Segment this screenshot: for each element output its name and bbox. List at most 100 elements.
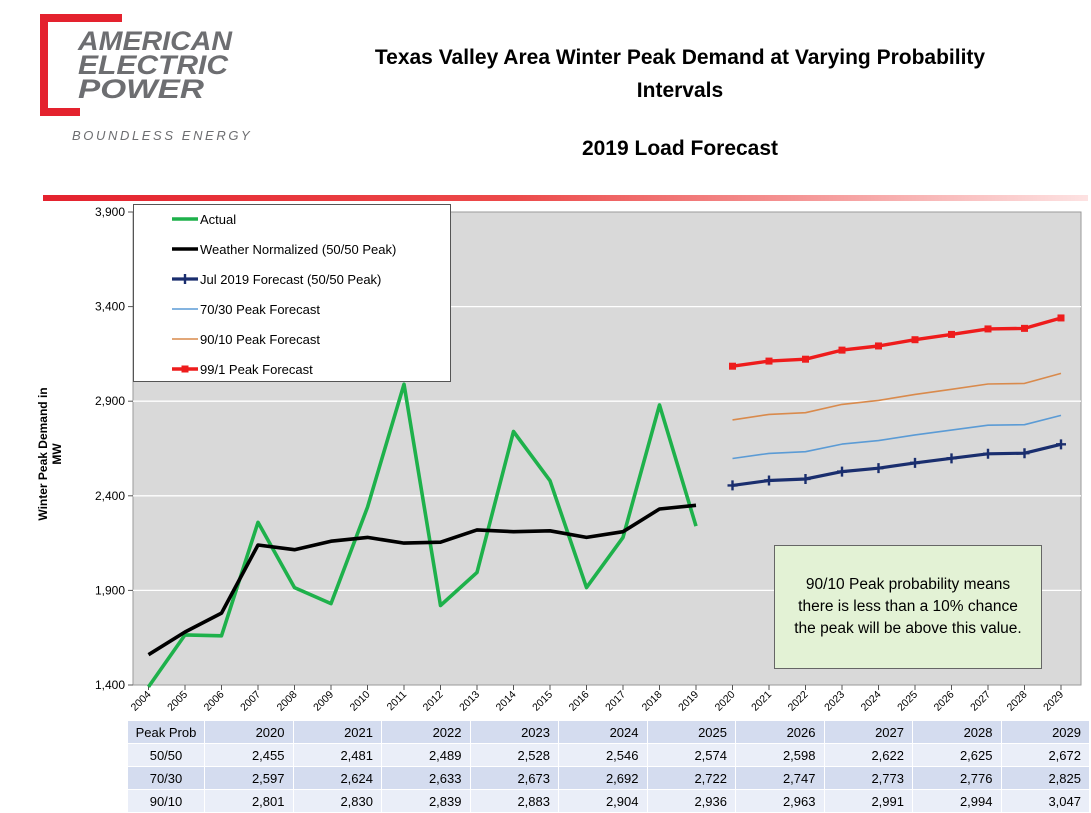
table-cell: 2020	[205, 721, 294, 744]
x-tick-label: 2020	[713, 689, 738, 714]
data-point	[985, 325, 992, 332]
table-cell: 2,904	[559, 790, 648, 813]
legend-swatch	[134, 239, 198, 259]
x-tick-label: 2007	[238, 689, 263, 714]
legend-swatch	[134, 299, 198, 319]
legend-label: Actual	[200, 212, 236, 227]
table-cell: 2,722	[647, 767, 736, 790]
x-tick-label: 2023	[822, 689, 847, 714]
legend-label: 70/30 Peak Forecast	[200, 302, 320, 317]
table-cell: 2021	[293, 721, 382, 744]
table-cell: 2023	[470, 721, 559, 744]
table-cell: 2,825	[1001, 767, 1090, 790]
data-point	[729, 363, 736, 370]
x-tick-label: 2006	[202, 689, 227, 714]
table-cell: 2,776	[913, 767, 1002, 790]
table-cell: 2,622	[824, 744, 913, 767]
table-cell: 2028	[913, 721, 1002, 744]
legend-swatch	[134, 209, 198, 229]
table-cell: 2,489	[382, 744, 471, 767]
table-cell: 2,936	[647, 790, 736, 813]
x-tick-label: 2008	[275, 689, 300, 714]
x-tick-label: 2028	[1005, 689, 1030, 714]
x-tick-label: 2018	[640, 689, 665, 714]
data-point	[1021, 325, 1028, 332]
data-point	[875, 342, 882, 349]
data-point	[1058, 314, 1065, 321]
table-cell: 2026	[736, 721, 825, 744]
legend-label: Weather Normalized (50/50 Peak)	[200, 242, 396, 257]
data-point	[912, 336, 919, 343]
legend-label: Jul 2019 Forecast (50/50 Peak)	[200, 272, 381, 287]
table-cell: 2,673	[470, 767, 559, 790]
chart-title-line-2: Intervals	[300, 75, 1060, 106]
data-point	[766, 358, 773, 365]
data-point	[839, 347, 846, 354]
legend-item: Actual	[134, 209, 236, 229]
data-point	[948, 331, 955, 338]
table-cell: 2,624	[293, 767, 382, 790]
table-cell: 2,994	[913, 790, 1002, 813]
table-cell: 3,047	[1001, 790, 1090, 813]
x-tick-label: 2021	[749, 689, 774, 714]
y-tick-label: 2,900	[95, 394, 125, 408]
table-row-label: 90/10	[128, 790, 205, 813]
x-tick-label: 2015	[530, 689, 555, 714]
table-cell: 2,830	[293, 790, 382, 813]
legend-swatch	[134, 269, 198, 289]
legend-swatch	[134, 359, 198, 379]
table-row-label: 70/30	[128, 767, 205, 790]
data-point	[802, 356, 809, 363]
table-cell: 2029	[1001, 721, 1090, 744]
table-cell: 2025	[647, 721, 736, 744]
y-tick-label: 2,400	[95, 489, 125, 503]
x-tick-label: 2014	[494, 689, 519, 714]
table-row-label: 50/50	[128, 744, 205, 767]
legend: Actual Weather Normalized (50/50 Peak) Jul…	[133, 204, 451, 382]
table-cell: 2,546	[559, 744, 648, 767]
legend-item: 99/1 Peak Forecast	[134, 359, 313, 379]
logo-tagline: BOUNDLESS ENERGY	[72, 128, 252, 143]
table-cell: 2,625	[913, 744, 1002, 767]
x-tick-label: 2029	[1041, 689, 1066, 714]
y-tick-label: 1,900	[95, 583, 125, 597]
legend-item: 70/30 Peak Forecast	[134, 299, 320, 319]
x-tick-label: 2005	[165, 689, 190, 714]
table-cell: 2,883	[470, 790, 559, 813]
table-cell: 2,528	[470, 744, 559, 767]
legend-item: Jul 2019 Forecast (50/50 Peak)	[134, 269, 381, 289]
table-cell: 2,672	[1001, 744, 1090, 767]
table-cell: 2,747	[736, 767, 825, 790]
table-cell: 2,633	[382, 767, 471, 790]
annotation-note: 90/10 Peak probability means there is le…	[774, 545, 1042, 669]
x-tick-label: 2024	[859, 689, 884, 714]
table-cell: 2,692	[559, 767, 648, 790]
x-tick-label: 2025	[895, 689, 920, 714]
y-tick-label: 3,900	[95, 205, 125, 219]
legend-item: Weather Normalized (50/50 Peak)	[134, 239, 396, 259]
x-tick-label: 2019	[676, 689, 701, 714]
y-axis-label: Winter Peak Demand in MW	[36, 379, 64, 529]
x-tick-label: 2011	[385, 689, 410, 714]
table-cell: 2,839	[382, 790, 471, 813]
x-tick-label: 2016	[567, 689, 592, 714]
table-cell: 2,455	[205, 744, 294, 767]
legend-label: 90/10 Peak Forecast	[200, 332, 320, 347]
x-tick-label: 2010	[348, 689, 373, 714]
chart-title-line-1: Texas Valley Area Winter Peak Demand at …	[300, 42, 1060, 73]
table-cell: 2,801	[205, 790, 294, 813]
table-cell: 2,991	[824, 790, 913, 813]
table-cell: 2,773	[824, 767, 913, 790]
y-tick-label: 3,400	[95, 300, 125, 314]
table-cell: 2,574	[647, 744, 736, 767]
table-cell: 2,597	[205, 767, 294, 790]
legend-label: 99/1 Peak Forecast	[200, 362, 313, 377]
x-tick-label: 2009	[311, 689, 336, 714]
table-cell: 2027	[824, 721, 913, 744]
x-tick-label: 2026	[932, 689, 957, 714]
